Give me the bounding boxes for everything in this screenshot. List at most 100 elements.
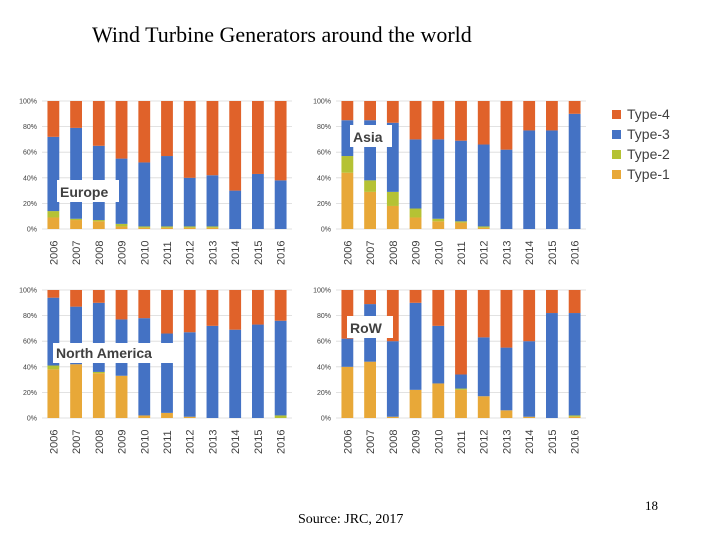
row-x-tick-label: 2013 <box>501 430 513 454</box>
source-caption: Source: JRC, 2017 <box>298 512 404 527</box>
europe-bar-type-1-2008 <box>92 221 105 229</box>
north-america-bar-type-3-2016 <box>274 320 287 416</box>
row-bar-type-3-2013 <box>500 347 513 411</box>
north-america-bar-type-4-2007 <box>70 290 82 307</box>
europe-bar-type-2-2006 <box>47 211 60 218</box>
row-y-tick-label: 80% <box>317 313 331 320</box>
north-america-bar-type-2-2006 <box>47 365 60 370</box>
row-bar-type-4-2007 <box>364 290 376 305</box>
asia-bar-type-4-2012 <box>477 101 490 145</box>
asia-bar-type-1-2006 <box>341 172 354 229</box>
asia-x-tick-label: 2011 <box>456 241 468 265</box>
north-america-bar-type-4-2015 <box>252 290 264 325</box>
row-bar-type-2-2011 <box>455 388 467 390</box>
north-america-bar-type-4-2010 <box>138 290 151 319</box>
north-america-bar-type-4-2012 <box>183 290 196 333</box>
asia-bar-type-3-2007 <box>364 120 376 181</box>
asia-bar-type-4-2013 <box>500 101 513 150</box>
europe-bar-type-3-2007 <box>70 127 82 219</box>
asia-bar-type-1-2009 <box>409 217 422 229</box>
row-bar-type-1-2009 <box>409 389 422 418</box>
row-bar-type-1-2008 <box>386 416 399 418</box>
north-america-bar-type-3-2014 <box>229 329 242 418</box>
row-y-tick-label: 0% <box>321 416 331 423</box>
north-america-x-tick-label: 2010 <box>139 430 151 454</box>
legend-item-type-1: Type-1 <box>612 164 670 184</box>
north-america-bar-type-1-2012 <box>183 416 196 418</box>
north-america-bar-type-2-2008 <box>92 371 105 374</box>
row-bar-type-1-2016 <box>568 416 581 418</box>
north-america-x-tick-label: 2008 <box>94 430 106 454</box>
europe-bar-type-2-2012 <box>183 226 196 228</box>
north-america-bar-type-3-2012 <box>183 332 196 417</box>
asia-bar-type-3-2015 <box>546 130 558 229</box>
north-america-x-tick-label: 2013 <box>207 430 219 454</box>
row-bar-type-1-2006 <box>341 366 354 418</box>
europe-bar-type-1-2012 <box>183 227 196 229</box>
row-y-tick-label: 60% <box>317 339 331 346</box>
europe-bar-type-4-2010 <box>138 101 151 163</box>
row-bar-type-3-2009 <box>409 302 422 390</box>
asia-bar-type-2-2008 <box>386 191 399 206</box>
row-bar-type-1-2014 <box>523 416 536 418</box>
north-america-x-tick-label: 2012 <box>185 430 197 454</box>
north-america-bar-type-3-2007 <box>70 306 82 365</box>
north-america-x-tick-label: 2007 <box>71 430 83 454</box>
europe-x-tick-label: 2010 <box>139 241 151 265</box>
europe-bar-type-1-2013 <box>206 227 219 229</box>
asia-bar-type-1-2010 <box>432 221 445 229</box>
row-bar-type-3-2008 <box>386 341 399 417</box>
europe-x-tick-label: 2007 <box>71 241 83 265</box>
row-bar-type-4-2006 <box>341 290 354 339</box>
row-x-tick-label: 2015 <box>547 430 559 454</box>
north-america-bar-type-4-2011 <box>161 290 173 334</box>
north-america-bar-type-1-2008 <box>92 373 105 418</box>
europe-y-tick-label: 40% <box>23 175 37 182</box>
asia-y-tick-label: 60% <box>317 150 331 157</box>
asia-bar-type-4-2009 <box>409 101 422 140</box>
row-x-tick-label: 2014 <box>524 430 536 454</box>
north-america-bar-type-4-2016 <box>274 290 287 321</box>
row-bar-type-4-2008 <box>386 290 399 342</box>
europe-bar-type-3-2010 <box>138 162 151 227</box>
europe-bar-type-1-2006 <box>47 217 60 229</box>
europe-x-tick-label: 2013 <box>207 241 219 265</box>
row-x-tick-label: 2010 <box>433 430 445 454</box>
row-bar-type-2-2016 <box>568 415 581 417</box>
europe-bar-type-1-2007 <box>70 220 82 229</box>
row-bar-type-3-2012 <box>477 337 490 397</box>
europe-x-tick-label: 2008 <box>94 241 106 265</box>
europe-bar-type-2-2011 <box>161 226 173 228</box>
europe-y-tick-label: 0% <box>27 227 37 234</box>
europe-y-tick-label: 80% <box>23 124 37 131</box>
europe-x-tick-label: 2012 <box>185 241 197 265</box>
europe-title-box <box>57 180 119 202</box>
asia-bar-type-3-2009 <box>409 139 422 209</box>
europe-bar-type-3-2009 <box>115 158 128 224</box>
row-bar-type-3-2006 <box>341 338 354 367</box>
asia-bar-type-4-2010 <box>432 101 445 140</box>
asia-x-tick-label: 2010 <box>433 241 445 265</box>
europe-bar-type-2-2013 <box>206 226 219 228</box>
slide-title: Wind Turbine Generators around the world <box>92 22 472 47</box>
north-america-y-tick-label: 20% <box>23 390 37 397</box>
asia-x-tick-label: 2008 <box>388 241 400 265</box>
row-x-tick-label: 2016 <box>570 430 582 454</box>
europe-x-tick-label: 2015 <box>253 241 265 265</box>
europe-bar-type-4-2016 <box>274 101 287 181</box>
europe-y-tick-label: 20% <box>23 201 37 208</box>
north-america-bar-type-3-2008 <box>92 302 105 372</box>
europe-bar-type-1-2011 <box>161 227 173 229</box>
north-america-bar-type-4-2014 <box>229 290 242 330</box>
page-number: 18 <box>645 498 658 513</box>
asia-y-tick-label: 0% <box>321 227 331 234</box>
europe-y-tick-label: 60% <box>23 150 37 157</box>
asia-bar-type-3-2006 <box>341 120 354 157</box>
europe-x-tick-label: 2014 <box>230 241 242 265</box>
europe-bar-type-4-2015 <box>252 101 264 174</box>
row-x-tick-label: 2011 <box>456 430 468 454</box>
row-bar-type-3-2011 <box>455 374 467 389</box>
asia-bar-type-4-2014 <box>523 101 536 131</box>
row-x-tick-label: 2009 <box>411 430 423 454</box>
europe-bar-type-3-2015 <box>252 173 264 229</box>
